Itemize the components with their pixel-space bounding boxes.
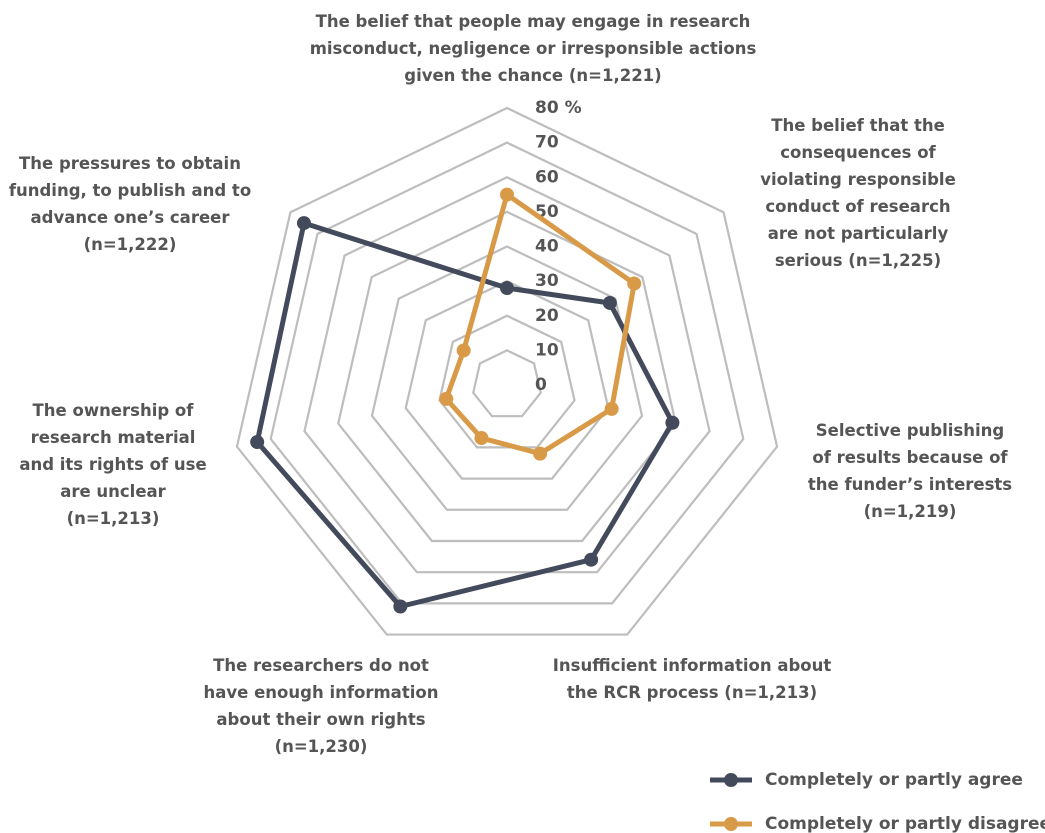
point — [439, 391, 454, 406]
grid-ring — [472, 349, 542, 418]
tick-label: 0 — [535, 375, 547, 395]
grid-ring — [337, 210, 677, 543]
category-label: Insufficient information about the RCR p… — [552, 656, 832, 702]
point — [665, 415, 680, 430]
point — [584, 552, 599, 567]
series-line — [254, 220, 675, 609]
point — [500, 187, 514, 202]
category-label: Selective publishing of results because … — [807, 421, 1013, 521]
tick-label: 20 — [535, 306, 559, 326]
point — [604, 401, 619, 416]
category-label: The belief that the consequences of viol… — [760, 116, 956, 270]
point — [474, 431, 489, 446]
tick-label: 30 — [535, 271, 559, 291]
point — [250, 435, 265, 450]
tick-label: 10 — [535, 340, 559, 360]
point — [456, 343, 471, 358]
point — [602, 295, 617, 310]
category-label: The ownership of research material and i… — [19, 401, 207, 528]
tick-label: 40 — [535, 237, 559, 257]
category-label: The pressures to obtain funding, to publ… — [8, 154, 252, 254]
grid-ring — [303, 176, 711, 574]
tick-label: 60 — [535, 167, 559, 187]
point — [627, 276, 642, 291]
legend-label: Completely or partly disagree — [765, 814, 1045, 833]
tick-label: 70 — [535, 133, 559, 153]
legend-label: Completely or partly agree — [765, 770, 1023, 790]
series-line — [443, 192, 637, 457]
legend-marker — [724, 773, 738, 787]
point — [296, 216, 311, 231]
category-label: The belief that people may engage in res… — [309, 12, 757, 85]
grid-ring — [404, 279, 610, 480]
tick-label: 80 % — [535, 98, 582, 118]
legend-marker — [724, 817, 738, 831]
point — [500, 281, 514, 296]
category-label: The researchers do not have enough infor… — [203, 656, 439, 756]
point — [393, 599, 408, 614]
point — [533, 446, 548, 461]
grid-ring — [269, 141, 745, 605]
grid-ring — [235, 106, 779, 636]
grid-ring — [438, 314, 576, 449]
